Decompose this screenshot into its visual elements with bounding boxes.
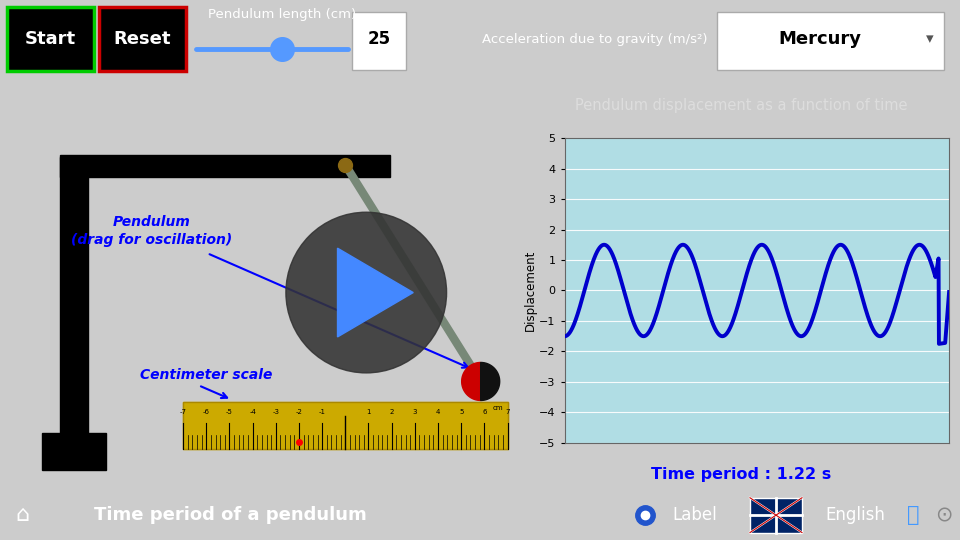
Bar — [183, 402, 508, 449]
Text: -6: -6 — [203, 409, 210, 415]
Text: Reset: Reset — [113, 30, 171, 48]
Circle shape — [286, 212, 446, 373]
Bar — [750, 498, 802, 532]
Text: Mercury: Mercury — [779, 30, 861, 48]
Text: Time period : 1.22 s: Time period : 1.22 s — [652, 467, 831, 482]
FancyBboxPatch shape — [352, 11, 406, 70]
Text: 1: 1 — [366, 409, 371, 415]
Text: ⌂: ⌂ — [15, 505, 29, 525]
Y-axis label: Displacement: Displacement — [523, 250, 537, 331]
Text: cm: cm — [492, 405, 503, 411]
Text: Time period of a pendulum: Time period of a pendulum — [94, 506, 367, 524]
Polygon shape — [462, 362, 481, 401]
Bar — [42, 433, 106, 470]
Text: Pendulum length (cm): Pendulum length (cm) — [208, 8, 356, 21]
Text: 4: 4 — [436, 409, 441, 415]
Text: -4: -4 — [250, 409, 256, 415]
Text: Label: Label — [672, 506, 717, 524]
FancyBboxPatch shape — [99, 7, 186, 71]
Text: Start: Start — [24, 30, 76, 48]
Text: Pendulum displacement as a function of time: Pendulum displacement as a function of t… — [575, 98, 908, 112]
Text: -5: -5 — [226, 409, 233, 415]
Text: Pendulum
(drag for oscillation): Pendulum (drag for oscillation) — [71, 215, 232, 247]
Polygon shape — [481, 362, 499, 401]
Text: Centimeter scale: Centimeter scale — [140, 368, 273, 382]
Bar — [60, 157, 88, 457]
Text: ⛶: ⛶ — [907, 505, 920, 525]
Text: 5: 5 — [459, 409, 464, 415]
FancyBboxPatch shape — [717, 11, 944, 70]
Text: -7: -7 — [180, 409, 186, 415]
Text: 25: 25 — [368, 30, 391, 48]
Bar — [60, 155, 390, 177]
FancyBboxPatch shape — [7, 7, 94, 71]
Text: 2: 2 — [390, 409, 394, 415]
Text: English: English — [825, 506, 885, 524]
Bar — [183, 402, 508, 449]
Text: -2: -2 — [296, 409, 302, 415]
Text: ⊙: ⊙ — [935, 505, 952, 525]
Polygon shape — [338, 248, 413, 337]
Text: -3: -3 — [273, 409, 279, 415]
Text: Acceleration due to gravity (m/s²): Acceleration due to gravity (m/s²) — [482, 32, 708, 46]
Text: 6: 6 — [482, 409, 487, 415]
Text: -1: -1 — [319, 409, 325, 415]
Text: 3: 3 — [413, 409, 417, 415]
Text: 7: 7 — [505, 409, 510, 415]
Text: ▾: ▾ — [926, 32, 934, 46]
